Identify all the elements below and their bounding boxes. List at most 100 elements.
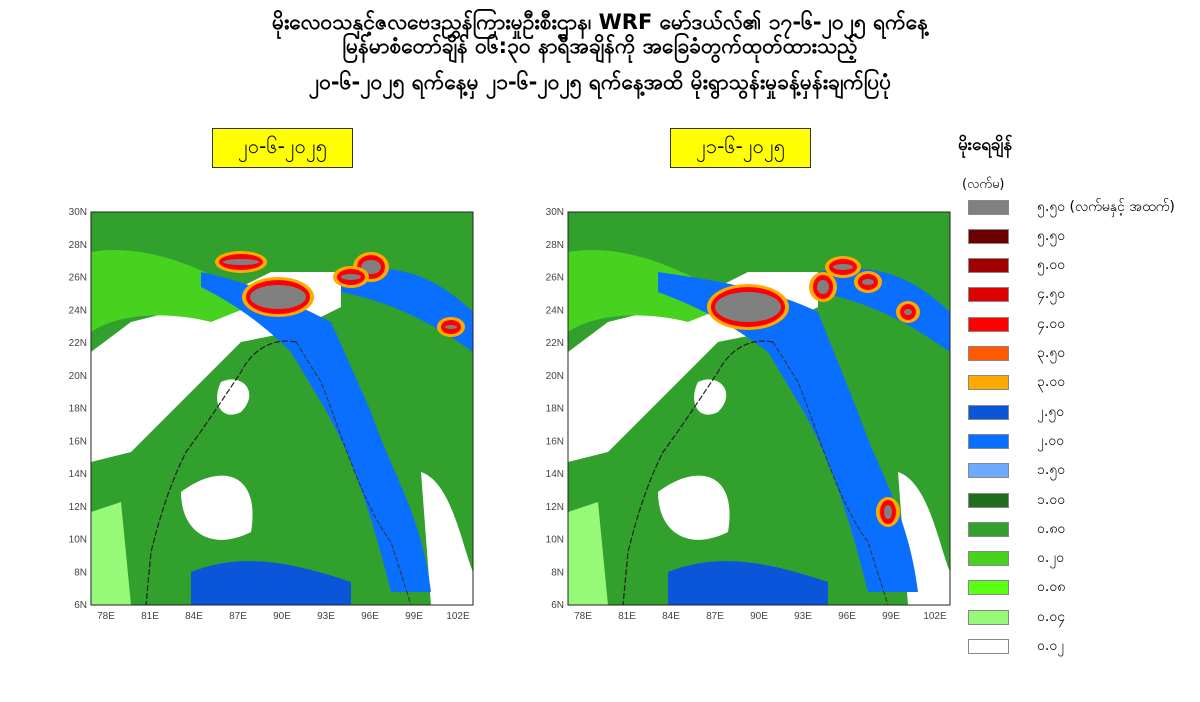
legend-title: မိုးရေချိန် — [958, 135, 1013, 155]
lat-tick-label: 14N — [546, 469, 564, 480]
rainfall-map-left: 30N 28N 26N 24N 22N 20N 18N 16N 14N 12N 10N 8N 6N 78E… — [50, 205, 480, 629]
legend-unit: (လက်မ) — [962, 177, 1005, 192]
legend-label: ၄.၀၀ — [1037, 315, 1066, 332]
border-line — [295, 341, 412, 605]
legend-swatch — [968, 463, 1009, 479]
legend-item: ၀.၀၄ — [968, 608, 1065, 626]
rain-area — [181, 475, 253, 540]
lat-tick-label: 10N — [546, 535, 564, 546]
legend-swatch — [968, 433, 1009, 449]
legend-label: ၁.၀၀ — [1037, 491, 1066, 508]
legend-item: ၄.၅၀ — [968, 286, 1065, 304]
lat-tick-label: 30N — [546, 207, 564, 218]
legend-label: ၅.၅၀ — [1037, 227, 1066, 244]
legend-label: ၁.၅၀ — [1037, 462, 1066, 479]
legend-item: ၁.၅၀ — [968, 462, 1065, 480]
legend-item: ၅.၀၀ — [968, 257, 1065, 275]
legend-label: ၅.၀၀ — [1037, 257, 1066, 274]
lat-tick-label: 10N — [69, 535, 87, 546]
lat-tick-label: 6N — [551, 600, 564, 611]
rain-area — [568, 250, 738, 332]
rain-cell — [223, 259, 259, 265]
lat-tick-label: 26N — [546, 273, 564, 284]
legend-label: ၅.၅၀ (လက်မနှင့် အထက်) — [1037, 198, 1175, 215]
lat-tick-label: 24N — [69, 305, 87, 316]
legend-label: ၂.၅၀ — [1037, 403, 1065, 420]
title-line-1: မိုးလေဝသနှင့်ဇလဗေဒညွှန်ကြားမှုဦးစီးဌာန၊ … — [271, 10, 929, 34]
legend-label: ၃.၅၀ — [1037, 345, 1066, 361]
lon-tick-label: 102E — [446, 611, 470, 622]
rain-cell — [884, 505, 892, 519]
lat-tick-label: 22N — [69, 338, 87, 349]
lon-tick-label: 87E — [229, 611, 247, 622]
lon-tick-label: 84E — [185, 611, 203, 622]
lon-tick-label: 96E — [361, 611, 379, 622]
title-line-3: ၂၀-၆-၂၀၂၅ ရက်နေ့မှ ၂၁-၆-၂၀၂၅ ရက်နေ့အထိ မ… — [308, 70, 892, 94]
rain-cell — [862, 279, 874, 285]
legend-item: ၂.၀၀ — [968, 432, 1064, 450]
legend-swatch — [968, 551, 1009, 567]
rain-area-heavy — [201, 272, 431, 592]
legend-swatch — [968, 639, 1009, 654]
rain-area — [217, 379, 250, 415]
legend-swatch — [968, 521, 1009, 537]
lat-tick-label: 26N — [69, 273, 87, 284]
rain-cell — [445, 325, 457, 329]
lat-tick-label: 12N — [546, 502, 564, 513]
lat-tick-label: 30N — [69, 207, 87, 218]
lon-tick-label: 90E — [750, 611, 768, 622]
legend-swatch — [968, 609, 1009, 625]
lon-tick-label: 102E — [923, 611, 947, 622]
legend-label: ၀.၀၂ — [1037, 638, 1065, 654]
rain-area — [694, 379, 727, 415]
lat-tick-label: 6N — [74, 600, 87, 611]
lat-tick-label: 20N — [546, 371, 564, 382]
rain-area-heavy — [668, 561, 828, 605]
legend-label: ၀.၂၀ — [1037, 550, 1065, 567]
rain-cell — [361, 260, 381, 274]
coastline — [145, 340, 297, 605]
legend-item: ၀.၈၀ — [968, 520, 1065, 538]
legend-label: ၂.၀၀ — [1037, 432, 1065, 449]
rain-area — [421, 472, 473, 605]
legend-item: ၃.၅၀ — [968, 345, 1065, 363]
rain-cell — [341, 274, 361, 280]
legend-label: ၃.၀၀ — [1037, 374, 1066, 391]
lat-tick-label: 16N — [69, 436, 87, 447]
legend-swatch — [968, 375, 1009, 391]
lon-tick-label: 84E — [662, 611, 680, 622]
rain-area-heavy — [658, 272, 918, 592]
rain-area — [91, 502, 131, 605]
lon-tick-label: 78E — [97, 611, 115, 622]
lat-tick-label: 20N — [69, 371, 87, 382]
lon-tick-label: 96E — [838, 611, 856, 622]
legend-item: ၀.၂၀ — [968, 550, 1064, 568]
legend-item: ၁.၀၀ — [968, 491, 1065, 509]
panel-date-left: ၂၀-၆-၂၀၂၅ — [212, 128, 353, 168]
lat-tick-label: 8N — [551, 567, 564, 578]
title-line-2: မြန်မာစံတော်ချိန် ၀၆:၃၀ နာရီအချိန်ကို အခ… — [342, 34, 858, 58]
rain-area — [568, 502, 608, 605]
rainfall-map-right: 30N 28N 26N 24N 22N 20N 18N 16N 14N 12N 10N 8N 6N 78E… — [527, 205, 957, 629]
legend-label: ၄.၅၀ — [1037, 286, 1066, 303]
lon-tick-label: 93E — [317, 611, 335, 622]
lat-tick-label: 18N — [546, 404, 564, 415]
legend-swatch — [968, 258, 1009, 274]
legend-swatch — [968, 404, 1009, 420]
legend-swatch — [968, 228, 1009, 244]
rain-area-heavy — [341, 268, 473, 352]
legend-swatch — [968, 199, 1009, 215]
lat-tick-label: 14N — [69, 469, 87, 480]
lon-tick-label: 90E — [273, 611, 291, 622]
legend-swatch — [968, 287, 1009, 303]
legend-label: ၀.၀၄ — [1037, 608, 1066, 625]
legend-item: ၅.၅၀ (လက်မနှင့် အထက်) — [968, 198, 1175, 216]
lon-tick-label: 78E — [574, 611, 592, 622]
legend-swatch — [968, 492, 1009, 508]
lat-tick-label: 28N — [69, 240, 87, 251]
rain-cell — [904, 309, 912, 315]
rain-cell — [817, 280, 829, 294]
lat-tick-label: 16N — [546, 436, 564, 447]
lat-tick-label: 12N — [69, 502, 87, 513]
map-frame — [90, 211, 474, 606]
